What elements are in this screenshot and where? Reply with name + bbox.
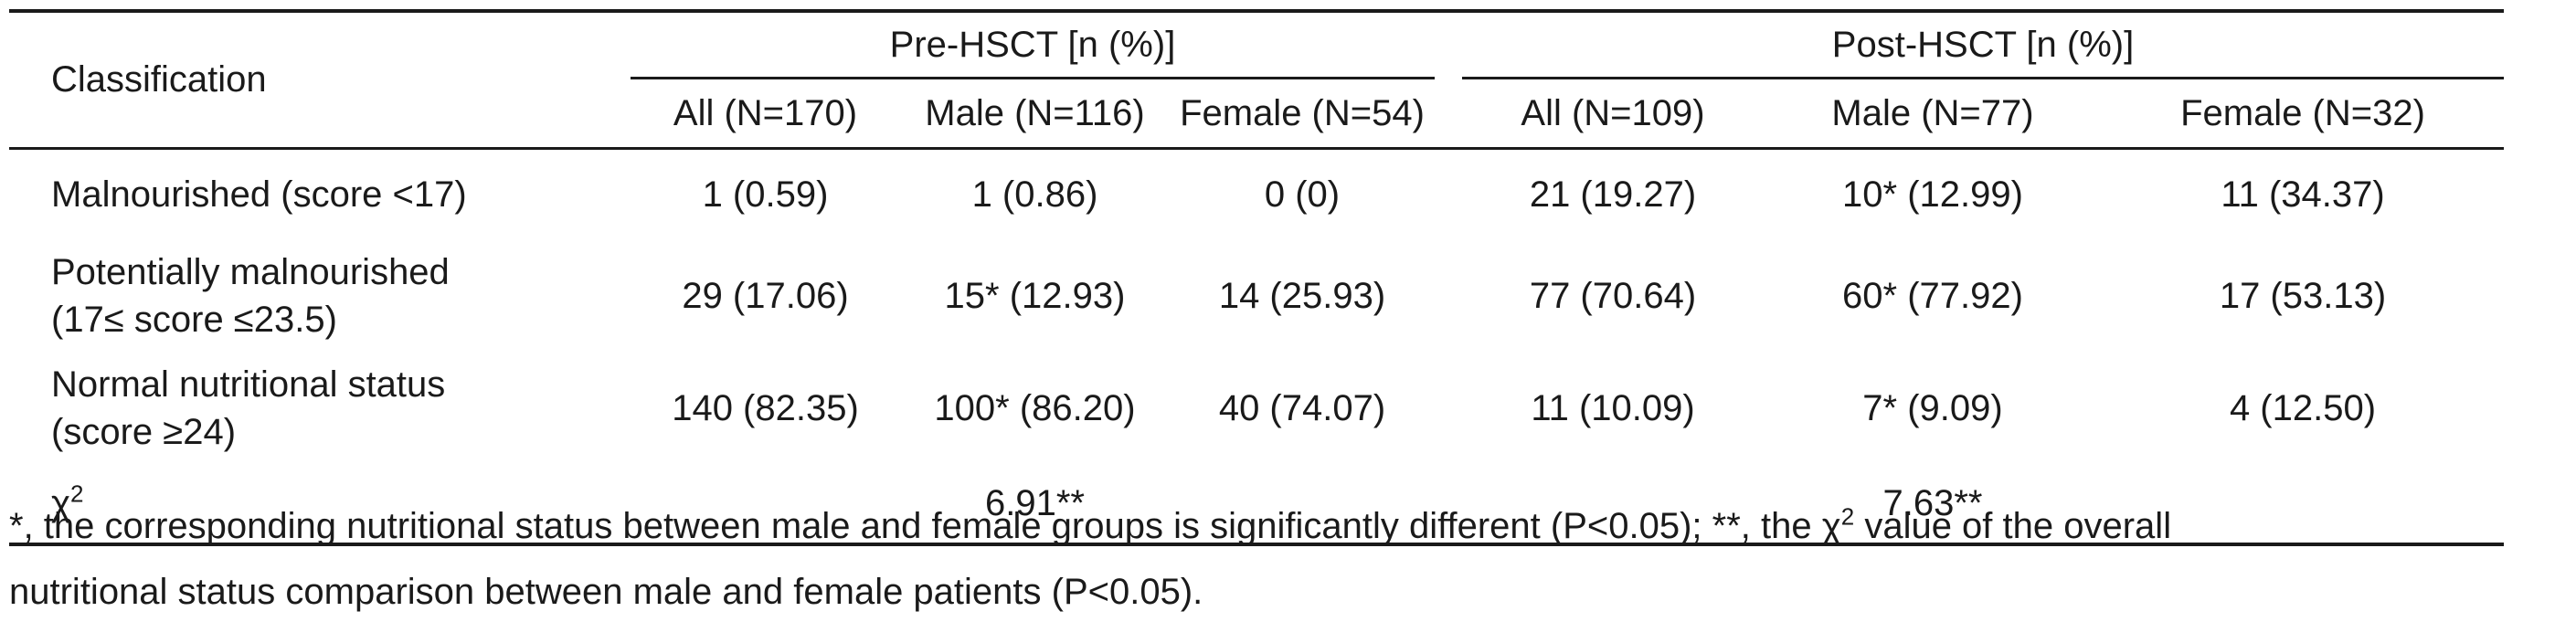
table-cell: 17 (53.13) xyxy=(2219,275,2387,316)
top-rule xyxy=(9,9,2504,13)
classification-header: Classification xyxy=(9,13,631,150)
subheader-post-all: All (N=109) xyxy=(1462,79,1764,150)
table-cell: 29 (17.06) xyxy=(682,275,849,316)
footnote-line-2: nutritional status comparison between ma… xyxy=(9,572,1203,612)
table-cell: 60* (77.92) xyxy=(1842,275,2023,316)
row-label: Malnourished (score <17) xyxy=(51,174,467,215)
group-header-row: Classification Pre-HSCT [n (%)] Post-HSC… xyxy=(9,13,2504,150)
subheader-pre-male: Male (N=116) xyxy=(900,79,1170,150)
post-hsct-header: Post-HSCT [n (%)] xyxy=(1462,13,2504,79)
chi-square-row: χ2 6.91** 7.63** xyxy=(9,464,2504,546)
table-cell: 1 (0.59) xyxy=(702,174,829,215)
table-cell: 140 (82.35) xyxy=(672,387,859,428)
table-cell: 4 (12.50) xyxy=(2229,387,2377,428)
table-cell: 14 (25.93) xyxy=(1218,275,1386,316)
subheader-post-male: Male (N=77) xyxy=(1764,79,2102,150)
table-cell: 11 (10.09) xyxy=(1531,387,1695,428)
table-cell: 40 (74.07) xyxy=(1218,387,1386,428)
table-cell: 11 (34.37) xyxy=(2221,174,2385,215)
table-cell: 77 (70.64) xyxy=(1529,275,1697,316)
table-cell: 100* (86.20) xyxy=(934,387,1136,428)
pre-hsct-header: Pre-HSCT [n (%)] xyxy=(631,13,1435,79)
table-cell: 10* (12.99) xyxy=(1842,174,2023,215)
row-label: Normal nutritional status (score ≥24) xyxy=(51,364,446,452)
subheader-row: All (N=170) Male (N=116) Female (N=54) A… xyxy=(9,79,2504,150)
chi-square-label: χ2 xyxy=(9,464,631,546)
subheader-post-female: Female (N=32) xyxy=(2102,79,2504,150)
table-row: Normal nutritional status (score ≥24) 140… xyxy=(9,353,2504,464)
table-cell: 1 (0.86) xyxy=(971,174,1098,215)
subheader-pre-all: All (N=170) xyxy=(631,79,900,150)
table-cell: 21 (19.27) xyxy=(1529,174,1697,215)
chi-square-post-value: 7.63** xyxy=(1764,464,2102,546)
table-row: Potentially malnourished (17≤ score ≤23.5… xyxy=(9,239,2504,353)
footnote-line-1: *, the corresponding nutritional status … xyxy=(9,502,2172,546)
table-cell: 15* (12.93) xyxy=(944,275,1126,316)
chi-square-pre-value: 6.91** xyxy=(900,464,1170,546)
table-cell: 0 (0) xyxy=(1264,174,1341,215)
nutrition-table: Classification Pre-HSCT [n (%)] Post-HSC… xyxy=(9,9,2504,546)
table-row: Malnourished (score <17) 1 (0.59) 1 (0.8… xyxy=(9,150,2504,239)
table-footnote: *, the corresponding nutritional status … xyxy=(9,493,2531,625)
row-label: Potentially malnourished (17≤ score ≤23.5… xyxy=(51,252,450,340)
table-cell: 7* (9.09) xyxy=(1862,387,2003,428)
subheader-pre-female: Female (N=54) xyxy=(1170,79,1435,150)
